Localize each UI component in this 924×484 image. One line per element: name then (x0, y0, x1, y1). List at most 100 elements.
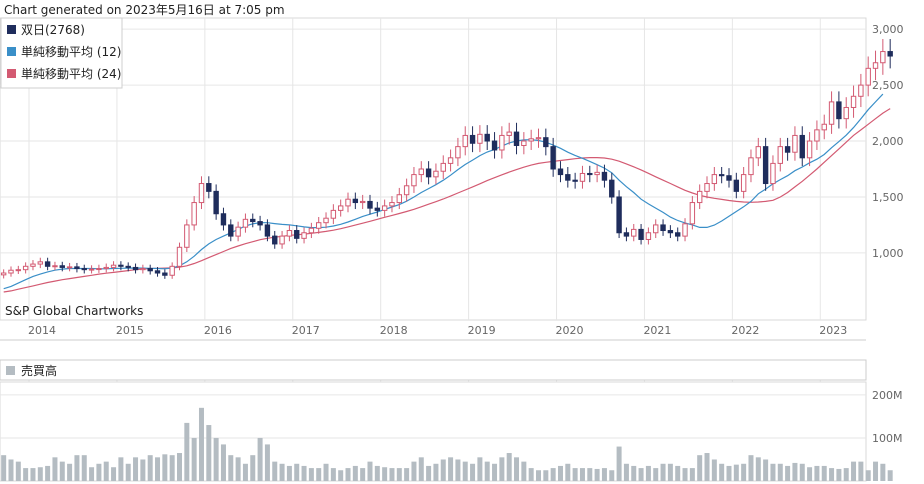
year-tick-label: 2018 (380, 324, 408, 337)
volume-bar (448, 457, 454, 481)
candle-up (184, 224, 190, 248)
volume-bar (711, 459, 717, 481)
volume-bar (198, 407, 204, 481)
candle-up (865, 67, 871, 86)
volume-bar (191, 437, 197, 481)
volume-bar (623, 463, 629, 481)
volume-bar (770, 463, 776, 481)
volume-bar (645, 465, 651, 481)
candle-down (572, 179, 578, 182)
volume-bar (23, 468, 29, 481)
volume-bar (499, 457, 505, 481)
volume-bar (572, 468, 578, 481)
volume-bar (492, 463, 498, 481)
candle-down (762, 146, 769, 185)
volume-bar (719, 463, 725, 481)
volume-bar (741, 463, 747, 481)
candle-up (535, 137, 542, 140)
volume-bar (1, 455, 7, 481)
volume-bar (257, 437, 263, 481)
candle-up (301, 232, 307, 239)
candle-up (462, 134, 468, 148)
year-tick-label: 2014 (28, 324, 56, 337)
candle-down (220, 213, 227, 226)
candle-up (176, 246, 183, 267)
volume-legend-swatch (6, 366, 15, 375)
candle-down (257, 221, 263, 226)
volume-bar (30, 468, 36, 481)
candle-up (15, 269, 22, 272)
volume-bar (103, 461, 109, 481)
candle-up (242, 218, 249, 228)
volume-bar (242, 463, 248, 481)
candle-up (645, 232, 652, 240)
candle-up (711, 174, 718, 185)
candle-up (858, 84, 864, 97)
candle-down (44, 261, 51, 267)
volume-bar (52, 457, 58, 481)
volume-bar (506, 453, 512, 481)
candle-down (213, 190, 219, 215)
volume-bar (528, 468, 534, 481)
volume-bar (301, 465, 307, 481)
volume-bar (418, 457, 424, 481)
candle-down (125, 265, 131, 268)
candle-down (638, 228, 644, 240)
candle-up (499, 134, 505, 151)
candle-up (828, 101, 835, 125)
volume-bar (111, 467, 117, 481)
candle-up (411, 174, 417, 187)
candle-up (755, 146, 761, 159)
candle-up (528, 138, 534, 142)
legend-swatch (7, 47, 16, 56)
volume-bar (667, 463, 673, 481)
volume-bar (726, 465, 732, 481)
volume-bar (177, 453, 183, 481)
candle-up (381, 205, 388, 211)
volume-bar (777, 463, 783, 481)
volume-bar (638, 468, 644, 481)
volume-ytick-label: 200M (872, 389, 903, 402)
candle-up (389, 202, 395, 207)
volume-bar (125, 463, 131, 481)
volume-bar (250, 455, 256, 481)
volume-bar (521, 461, 527, 481)
candle-up (37, 261, 43, 265)
volume-bar (748, 455, 754, 481)
candle-up (814, 129, 820, 142)
volume-bar (829, 468, 835, 481)
candle-down (250, 218, 256, 223)
candle-up (696, 190, 703, 204)
candle-up (777, 146, 783, 164)
candle-down (425, 168, 432, 178)
volume-bar (601, 468, 607, 481)
volume-bar (836, 468, 842, 481)
legend-label: 単純移動平均 (12) (21, 45, 121, 59)
candle-down (118, 264, 124, 267)
volume-bar (396, 468, 402, 481)
volume-bar (594, 468, 600, 481)
legend-label: 単純移動平均 (24) (21, 67, 121, 81)
volume-ytick-label: 100M (872, 432, 903, 445)
volume-header (0, 359, 867, 381)
candle-down (836, 101, 842, 120)
volume-bar (550, 468, 556, 481)
candle-down (132, 266, 139, 271)
candle-up (689, 202, 696, 225)
volume-bar (470, 463, 476, 481)
legend-swatch (7, 69, 16, 78)
candle-up (88, 268, 95, 271)
volume-bar (411, 461, 417, 481)
volume-bar (367, 461, 373, 481)
candle-up (521, 140, 527, 147)
volume-bar (8, 459, 14, 481)
volume-bar (785, 465, 791, 481)
legend-swatch (7, 25, 16, 34)
volume-bar (37, 467, 43, 481)
candle-up (22, 265, 29, 271)
volume-bar (294, 463, 300, 481)
candle-up (0, 272, 7, 276)
candle-up (418, 168, 424, 176)
volume-bar (873, 461, 879, 481)
candle-up (748, 157, 754, 176)
